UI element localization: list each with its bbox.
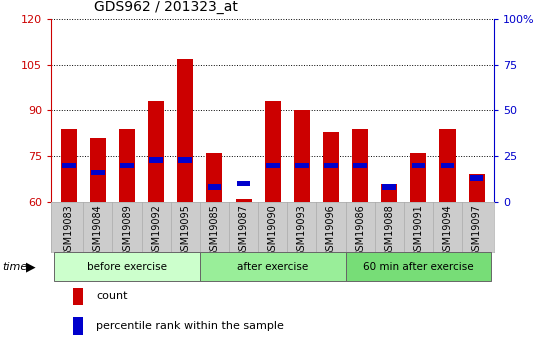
Text: count: count	[97, 292, 128, 302]
Text: GSM19097: GSM19097	[471, 204, 482, 257]
Bar	[440, 129, 456, 202]
Bar	[237, 181, 251, 186]
Bar	[411, 162, 425, 168]
Bar	[266, 162, 280, 168]
Text: after exercise: after exercise	[237, 262, 308, 272]
Bar	[382, 185, 396, 190]
Bar	[470, 175, 483, 181]
Bar	[294, 110, 310, 202]
Bar	[61, 129, 77, 202]
Text: GDS962 / 201323_at: GDS962 / 201323_at	[94, 0, 238, 14]
Bar	[207, 185, 221, 190]
Bar	[120, 162, 134, 168]
Text: GSM19093: GSM19093	[297, 204, 307, 257]
Bar	[381, 184, 397, 202]
Text: GSM19085: GSM19085	[210, 204, 219, 257]
Text: ▶: ▶	[26, 260, 36, 273]
Text: GSM19094: GSM19094	[442, 204, 453, 257]
Bar	[206, 153, 222, 202]
Bar	[410, 153, 427, 202]
Bar	[352, 129, 368, 202]
Bar	[200, 252, 346, 281]
Bar	[150, 157, 163, 162]
Bar	[148, 101, 164, 202]
Text: GSM19096: GSM19096	[326, 204, 336, 257]
Text: GSM19089: GSM19089	[122, 204, 132, 257]
Bar	[73, 317, 83, 335]
Bar	[441, 162, 454, 168]
Bar	[323, 132, 339, 202]
Bar	[295, 162, 309, 168]
Text: GSM19084: GSM19084	[93, 204, 103, 257]
Bar	[235, 199, 252, 202]
Bar	[91, 170, 105, 175]
Text: GSM19086: GSM19086	[355, 204, 365, 257]
Text: GSM19083: GSM19083	[64, 204, 74, 257]
Bar	[346, 252, 491, 281]
Text: 60 min after exercise: 60 min after exercise	[363, 262, 474, 272]
Bar	[54, 252, 200, 281]
Bar	[177, 59, 193, 202]
Bar	[324, 162, 338, 168]
Text: GSM19095: GSM19095	[180, 204, 190, 257]
Text: time: time	[3, 262, 28, 272]
Text: GSM19087: GSM19087	[239, 204, 248, 257]
Bar	[90, 138, 106, 202]
Text: percentile rank within the sample: percentile rank within the sample	[97, 321, 285, 331]
Bar	[73, 288, 83, 305]
Bar	[469, 175, 484, 202]
Text: before exercise: before exercise	[87, 262, 167, 272]
Text: GSM19091: GSM19091	[413, 204, 423, 257]
Bar	[353, 162, 367, 168]
Bar	[62, 162, 76, 168]
Text: GSM19092: GSM19092	[151, 204, 161, 257]
Text: GSM19088: GSM19088	[384, 204, 394, 257]
Bar	[119, 129, 135, 202]
Bar	[179, 157, 192, 162]
Bar	[265, 101, 281, 202]
Text: GSM19090: GSM19090	[268, 204, 278, 257]
